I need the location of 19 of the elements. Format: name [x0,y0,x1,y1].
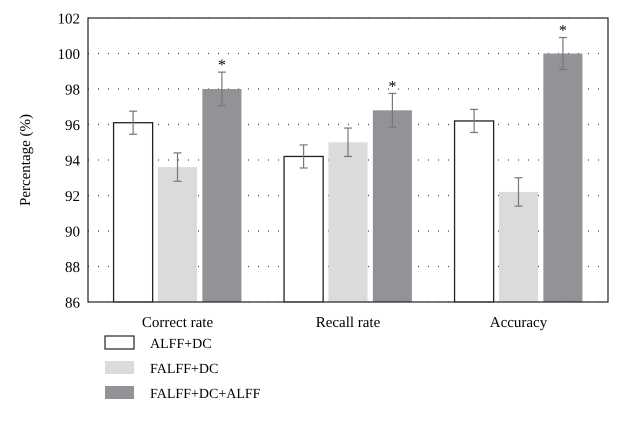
y-tick-label: 98 [65,82,80,98]
y-axis-title: Percentage (%) [18,114,34,206]
y-tick-label: 90 [65,224,80,240]
y-tick-label: 96 [65,118,80,134]
y-tick-label: 88 [65,260,80,276]
legend-label: ALFF+DC [150,336,212,352]
annotation: * [218,57,226,74]
y-tick-label: 92 [65,188,80,205]
y-tick-label: 102 [58,11,80,28]
legend-label: FALFF+DC [150,362,218,377]
legend-label: FALFF+DC+ALFF [150,386,261,402]
x-tick-label: Correct rate [142,315,214,331]
x-tick-label: Accuracy [490,315,548,331]
y-tick-label: 100 [58,46,80,63]
annotation: * [558,22,567,40]
annotation: * [388,78,396,96]
y-tick-label: 94 [65,153,80,170]
x-tick-label: Recall rate [316,315,381,331]
y-tick-label: 86 [65,295,80,312]
